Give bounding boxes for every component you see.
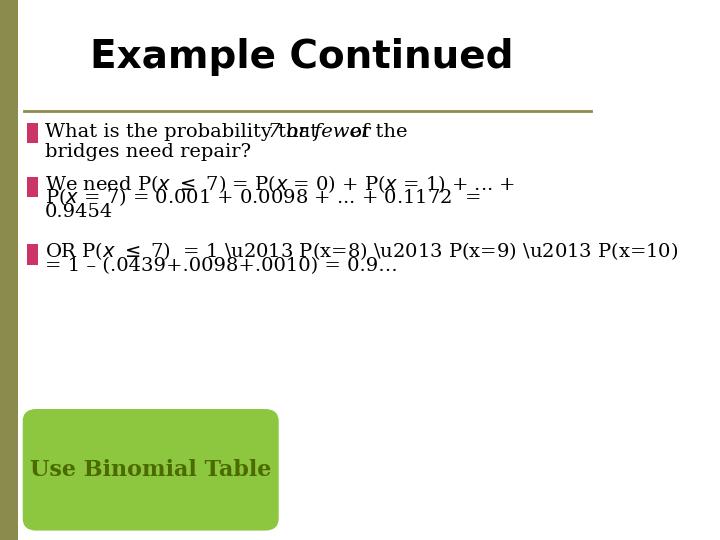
Text: 7 or fewer: 7 or fewer [269, 123, 371, 141]
Text: Use Binomial Table: Use Binomial Table [30, 459, 271, 481]
FancyBboxPatch shape [27, 244, 38, 265]
FancyBboxPatch shape [27, 123, 38, 143]
Text: Example Continued: Example Continued [90, 38, 513, 76]
Text: What is the probability that: What is the probability that [45, 123, 325, 141]
Text: = 1 – (.0439+.0098+.0010) = 0.9…: = 1 – (.0439+.0098+.0010) = 0.9… [45, 256, 398, 275]
Text: bridges need repair?: bridges need repair? [45, 143, 251, 161]
FancyBboxPatch shape [0, 0, 18, 540]
FancyBboxPatch shape [24, 410, 277, 529]
Text: 0.9454: 0.9454 [45, 202, 114, 221]
Text: OR P($x$ $\leq$ 7)  = 1 \u2013 P(x=8) \u2013 P(x=9) \u2013 P(x=10): OR P($x$ $\leq$ 7) = 1 \u2013 P(x=8) \u2… [45, 240, 678, 262]
Text: P($x$ = 7) = 0.001 + 0.0098 + ... + 0.1172  =: P($x$ = 7) = 0.001 + 0.0098 + ... + 0.11… [45, 186, 481, 208]
FancyBboxPatch shape [27, 177, 38, 197]
Text: of the: of the [343, 123, 407, 141]
Text: We need P($x$ $\leq$ 7) = P($x$ = 0) + P($x$ = 1) + ... +: We need P($x$ $\leq$ 7) = P($x$ = 0) + P… [45, 173, 516, 194]
